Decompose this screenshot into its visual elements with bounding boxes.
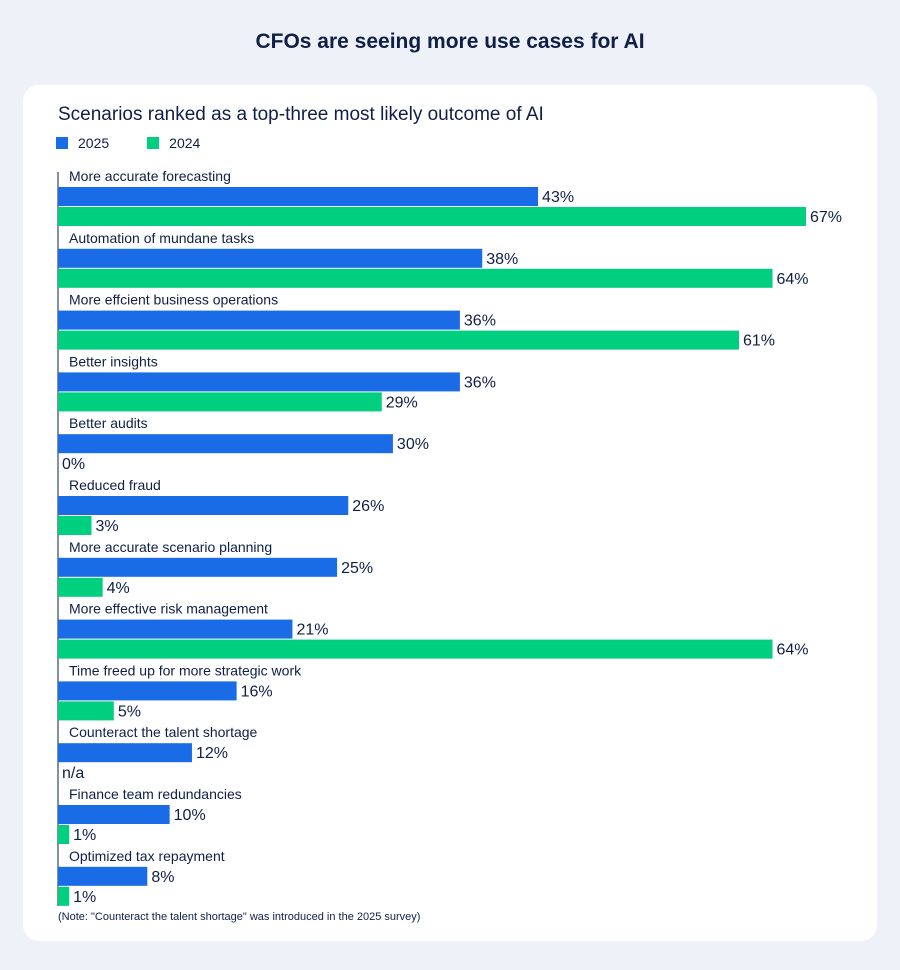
data-label-2025-10: 10%: [174, 807, 206, 824]
category-10-label: Finance team redundancies: [69, 786, 242, 802]
data-label-2025-1: 38%: [486, 251, 518, 268]
legend: 2025 2024: [56, 135, 238, 151]
bar-2025-3: [58, 372, 460, 392]
category-6-label: More accurate scenario planning: [69, 539, 272, 555]
bar-2024-5: [58, 516, 92, 535]
data-label-2024-0: 67%: [810, 209, 842, 226]
category-4-label: Better audits: [69, 415, 148, 431]
data-label-2025-8: 16%: [241, 683, 273, 700]
bar-2025-2: [58, 310, 460, 330]
data-label-2025-0: 43%: [542, 189, 574, 206]
data-label-2024-1: 64%: [777, 271, 809, 288]
category-11-label: Optimized tax repayment: [69, 848, 225, 864]
bar-2024-2: [58, 330, 740, 350]
bar-2024-11: [58, 886, 70, 906]
data-label-2024-3: 29%: [386, 394, 418, 411]
bar-2024-3: [58, 392, 382, 412]
legend-swatch-2024: [147, 137, 160, 149]
bar-2025-6: [58, 557, 338, 577]
data-label-2024-2: 61%: [743, 333, 775, 350]
data-label-2025-9: 12%: [196, 745, 228, 762]
data-label-2024-8: 5%: [118, 703, 141, 720]
bar-2024-10: [58, 825, 70, 844]
bar-2024-0: [58, 207, 806, 226]
data-label-2025-5: 26%: [352, 498, 384, 515]
data-label-2025-11: 8%: [151, 869, 174, 886]
bar-2025-8: [58, 681, 237, 701]
data-label-2024-4: 0%: [62, 456, 85, 473]
legend-swatch-2025: [56, 137, 68, 149]
legend-label-2025: 2025: [78, 135, 110, 151]
data-label-2025-3: 36%: [464, 374, 496, 391]
category-9-label: Counteract the talent shortage: [69, 724, 258, 740]
data-label-2025-6: 25%: [341, 560, 373, 577]
chart-title: Scenarios ranked as a top-three most lik…: [58, 104, 544, 125]
legend-item-2024: 2024: [147, 135, 200, 151]
category-0-label: More accurate forecasting: [69, 168, 231, 184]
bar-2025-9: [58, 743, 192, 763]
category-3-label: Better insights: [69, 353, 158, 369]
page-title: CFOs are seeing more use cases for AI: [255, 30, 645, 53]
bar-2025-7: [58, 619, 293, 639]
data-label-2025-2: 36%: [464, 313, 496, 330]
legend-item-2025: 2025: [56, 135, 109, 151]
data-label-2025-4: 30%: [397, 436, 429, 453]
footnote: (Note: "Counteract the talent shortage" …: [58, 911, 421, 923]
bar-2025-0: [58, 187, 539, 206]
data-label-2024-5: 3%: [95, 518, 118, 535]
bar-2025-4: [58, 434, 393, 454]
bar-2024-7: [58, 639, 773, 659]
legend-label-2024: 2024: [169, 135, 201, 151]
category-5-label: Reduced fraud: [69, 477, 161, 493]
category-2-label: More effcient business operations: [69, 292, 278, 308]
data-label-2024-11: 1%: [73, 889, 96, 906]
bar-2024-8: [58, 701, 114, 721]
category-1-label: Automation of mundane tasks: [69, 230, 254, 246]
bar-2024-1: [58, 268, 773, 288]
data-label-2024-9: n/a: [62, 765, 84, 782]
bar-2024-6: [58, 577, 103, 597]
data-label-2025-7: 21%: [296, 622, 328, 639]
bar-2025-10: [58, 805, 170, 824]
category-8-label: Time freed up for more strategic work: [69, 662, 302, 678]
bar-2025-1: [58, 248, 483, 268]
bar-2025-5: [58, 496, 349, 515]
bar-2025-11: [58, 866, 148, 886]
category-7-label: More effective risk management: [69, 601, 268, 617]
data-label-2024-10: 1%: [73, 827, 96, 844]
data-label-2024-6: 4%: [107, 580, 130, 597]
data-label-2024-7: 64%: [777, 642, 809, 659]
